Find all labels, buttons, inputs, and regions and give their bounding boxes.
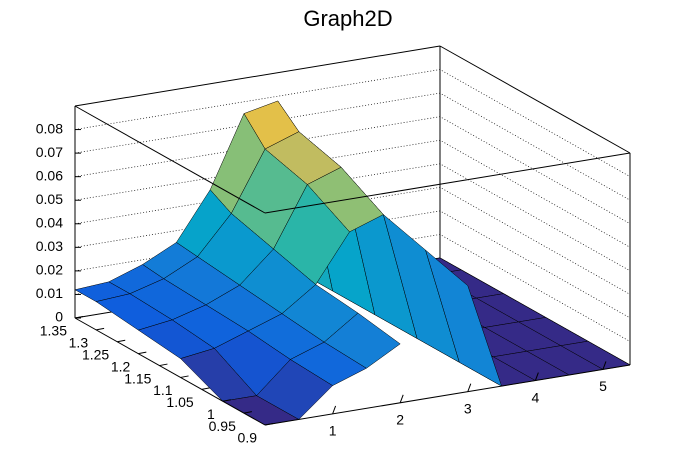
x-tick — [399, 394, 404, 403]
box-edge — [74, 45, 441, 107]
x-tick — [534, 372, 539, 381]
x-tick-label: 1 — [329, 423, 337, 439]
box-edge — [439, 45, 631, 154]
x-tick — [602, 361, 607, 370]
z-tick-label: 0 — [55, 309, 63, 325]
surface-cell — [425, 249, 503, 387]
z-tick-label: 0.01 — [36, 285, 63, 301]
y-tick — [180, 375, 189, 378]
z-tick-label: 0.04 — [36, 214, 63, 230]
y-axis — [74, 317, 266, 426]
y-tick — [117, 339, 126, 343]
z-tick-label: 0.08 — [36, 120, 63, 136]
y-tick — [74, 316, 84, 319]
x-tick — [467, 383, 472, 392]
y-tick-label: 1.15 — [124, 370, 151, 386]
y-tick-label: 1.3 — [69, 335, 89, 351]
y-tick — [264, 423, 274, 426]
y-tick-label: 1.1 — [153, 382, 173, 398]
box-edge — [264, 152, 631, 214]
y-tick-label: 1.05 — [166, 394, 193, 410]
y-tick — [201, 387, 210, 390]
chart-title: Graph2D — [303, 6, 392, 31]
x-tick-label: 3 — [464, 400, 472, 416]
y-tick-label: 1.2 — [111, 358, 131, 374]
z-tick-label: 0.02 — [36, 262, 63, 278]
x-tick-label: 5 — [599, 378, 607, 394]
grid-line — [74, 139, 631, 248]
x-tick — [332, 405, 337, 415]
x-tick-label: 4 — [531, 389, 539, 405]
y-tick — [96, 327, 105, 331]
x-tick-label: 2 — [396, 411, 404, 427]
grid-line — [74, 92, 631, 201]
z-tick-label: 0.03 — [36, 238, 63, 254]
x-axis — [264, 364, 631, 426]
y-tick-label: 0.95 — [209, 418, 236, 434]
grid-line — [74, 163, 631, 272]
y-tick-label: 0.9 — [238, 430, 258, 446]
grid-line — [74, 69, 631, 177]
y-tick — [243, 411, 252, 414]
box-edge — [74, 105, 266, 214]
y-tick-label: 1.35 — [40, 323, 67, 339]
z-tick-label: 0.06 — [36, 167, 63, 183]
y-tick — [222, 399, 231, 402]
grid-line — [74, 116, 631, 224]
z-tick-label: 0.07 — [36, 144, 63, 160]
y-tick — [159, 363, 168, 367]
z-tick-label: 0.05 — [36, 191, 63, 207]
y-tick-label: 1 — [207, 406, 215, 422]
y-tick-label: 1.25 — [82, 346, 109, 362]
y-tick — [138, 351, 147, 355]
